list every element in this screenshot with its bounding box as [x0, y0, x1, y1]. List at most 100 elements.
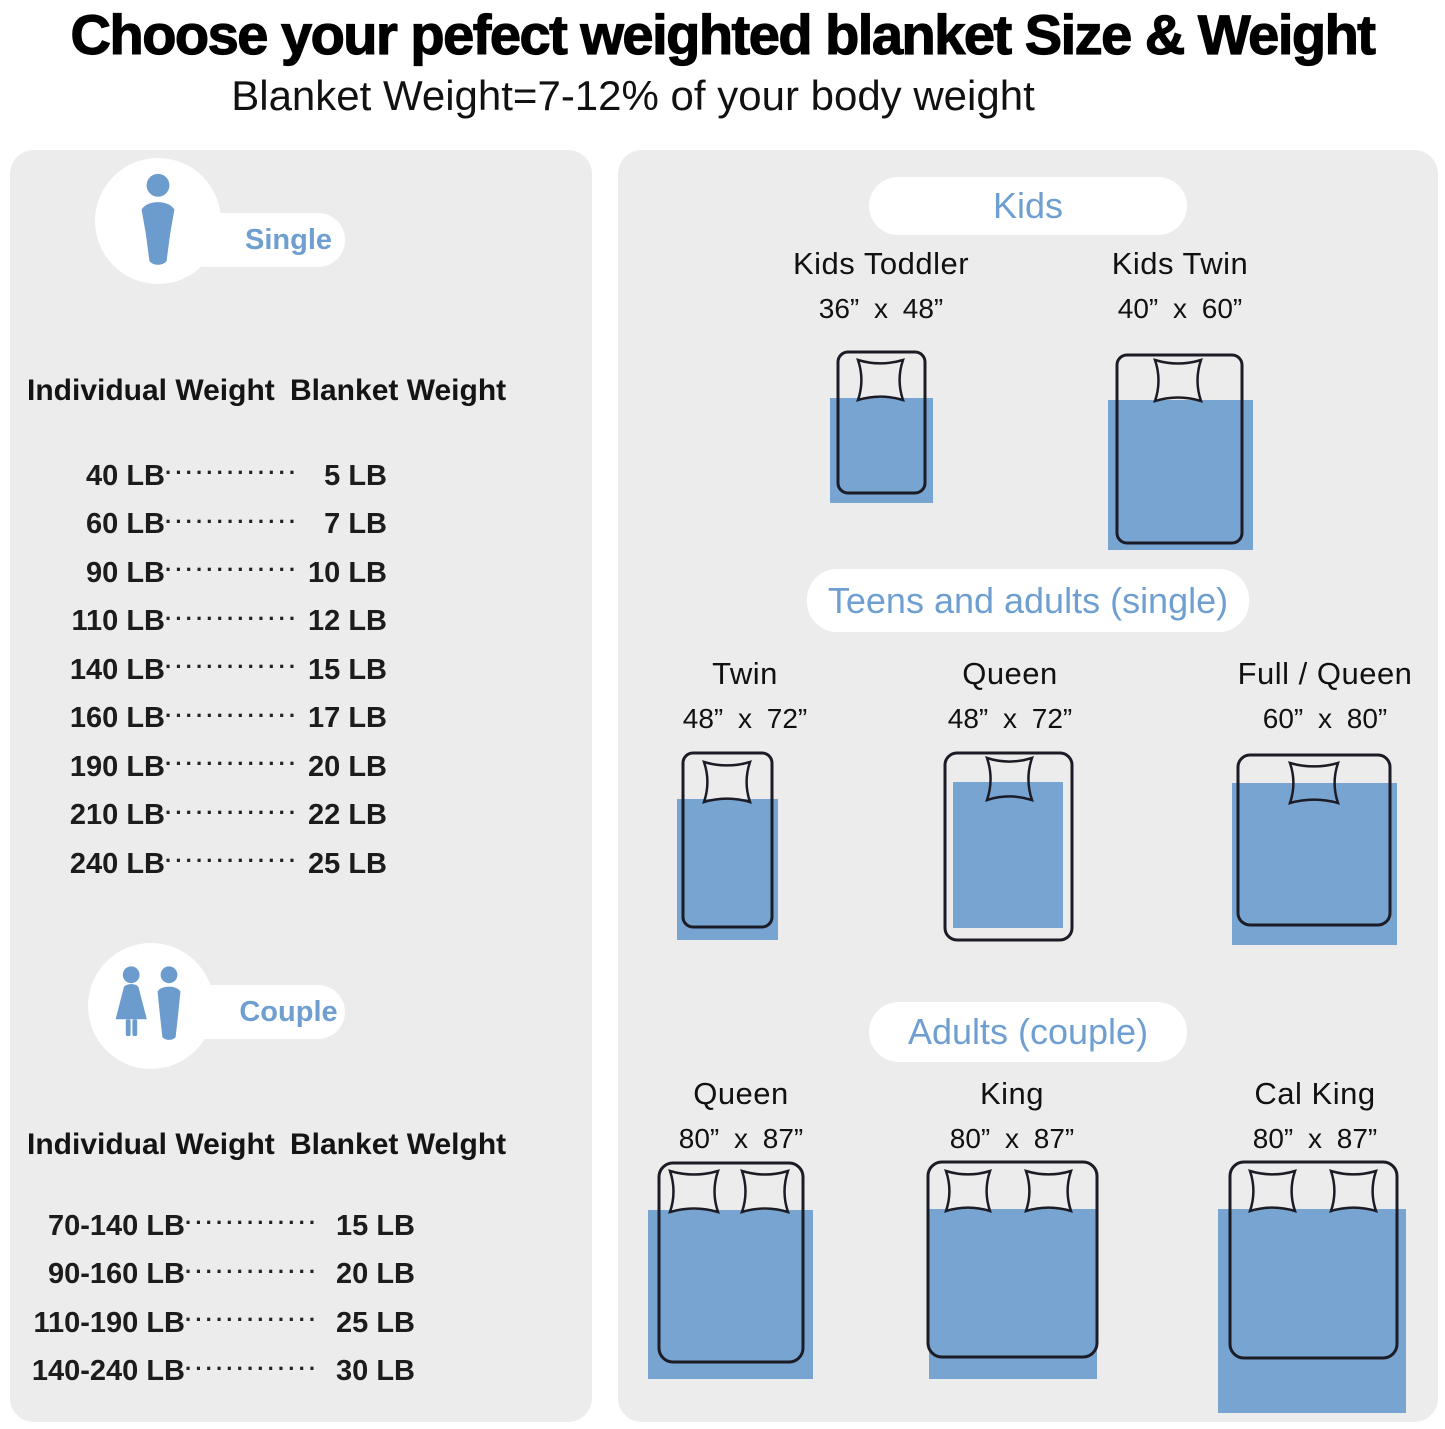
individual-weight-value: 140 LB — [69, 653, 165, 686]
blanket-weight-value: 10 LB — [308, 556, 387, 589]
blanket-weight-value: 5 LB — [324, 459, 387, 492]
individual-weight-value: 70-140 LB — [47, 1209, 185, 1242]
bed-illustration — [1218, 1160, 1406, 1413]
section-header-kids: Kids — [992, 185, 1064, 226]
pillow-icon — [1153, 358, 1203, 403]
table-row: 140 LB ············· 15 LB — [30, 646, 575, 695]
pillow-icon — [1248, 1169, 1297, 1213]
leader-dots: ············· — [185, 1307, 315, 1333]
individual-weight-value: 160 LB — [69, 702, 165, 735]
bed-illustration — [926, 1160, 1099, 1379]
blanket-weight-value: 20 LB — [308, 750, 387, 783]
blanket-weight-value: 22 LB — [308, 799, 387, 832]
couple-table-headers: Individual Weight Blanket Welght — [27, 1128, 575, 1162]
bed-diagram-twin — [675, 747, 784, 946]
single-person-badge — [95, 158, 221, 284]
bed-illustration — [648, 1161, 813, 1379]
leader-dots: ············· — [165, 460, 295, 486]
bed-label-cal-king: Cal King 80” x 87” — [1200, 1076, 1430, 1155]
bed-size: 80” x 87” — [678, 1123, 804, 1154]
section-pill-adults: Adults (couple) — [869, 1002, 1187, 1062]
individual-weight-value: 110-190 LB — [33, 1306, 185, 1339]
section-pill-kids: Kids — [869, 177, 1187, 235]
bed-diagram-cal-king — [1213, 1156, 1413, 1418]
individual-weight-value: 190 LB — [69, 750, 165, 783]
bed-illustration — [677, 751, 778, 940]
woman-leg — [125, 1019, 131, 1036]
blanket-overlay — [1108, 400, 1253, 550]
col-header-blanket-weight: Blanket Weight — [290, 374, 507, 407]
person-body — [141, 202, 175, 265]
man-body — [157, 986, 181, 1040]
couple-badge — [88, 943, 214, 1069]
leader-dots: ············· — [185, 1210, 315, 1236]
couple-label: Couple — [239, 995, 338, 1028]
table-row: 240 LB ············· 25 LB — [30, 840, 575, 889]
individual-weight-value: 240 LB — [69, 847, 165, 880]
individual-weight-value: 210 LB — [69, 799, 165, 832]
blanket-weight-value: 15 LB — [336, 1209, 415, 1242]
single-label: Single — [244, 223, 332, 256]
leader-dots: ············· — [165, 508, 295, 534]
blanket-overlay — [1232, 783, 1397, 945]
bed-label-kids-toddler: Kids Toddler 36” x 48” — [766, 246, 996, 325]
bed-diagram-kids-toddler — [824, 346, 939, 510]
woman-leg — [132, 1019, 138, 1036]
leader-dots: ············· — [165, 654, 295, 680]
individual-weight-value: 90 LB — [86, 556, 165, 589]
bed-diagram-kids-twin — [1102, 349, 1259, 556]
table-row: 110 LB ············· 12 LB — [30, 598, 575, 647]
bed-size-panel: Kids Kids Toddler 36” x 48” Kids Twin 40… — [618, 150, 1438, 1422]
individual-weight-value: 140-240 LB — [31, 1355, 185, 1388]
leader-dots: ············· — [165, 799, 295, 825]
weight-table-panel: Single Individual Weight Blanket Weight … — [10, 150, 592, 1422]
blanket-overlay — [1218, 1209, 1406, 1413]
col-header-individual-weight: Individual Weight — [27, 374, 275, 407]
blanket-overlay — [677, 799, 778, 940]
individual-weight-value: 40 LB — [86, 459, 165, 492]
bed-size: 80” x 87” — [1252, 1123, 1378, 1154]
couple-weight-table: 70-140 LB ············· 15 LB 90-160 LB ···… — [30, 1202, 575, 1396]
table-row: 110-190 LB ············· 25 LB — [30, 1299, 575, 1348]
blanket-overlay — [830, 398, 933, 503]
blanket-weight-value: 30 LB — [336, 1355, 415, 1388]
bed-label-queen-couple: Queen 80” x 87” — [626, 1076, 856, 1155]
table-row: 60 LB ············· 7 LB — [30, 501, 575, 550]
blanket-weight-value: 12 LB — [308, 605, 387, 638]
bed-frame — [943, 751, 1074, 942]
bed-frame — [657, 1161, 805, 1364]
bed-illustration — [1108, 353, 1253, 550]
col-header-individual-weight: Individual Weight — [27, 1128, 275, 1161]
table-row: 90 LB ············· 10 LB — [30, 549, 575, 598]
blanket-weight-value: 15 LB — [308, 653, 387, 686]
blanket-weight-value: 17 LB — [308, 702, 387, 735]
bed-label-twin: Twin 48” x 72” — [630, 656, 860, 735]
woman-head — [122, 966, 140, 984]
bed-frame — [681, 751, 774, 929]
leader-dots: ············· — [165, 848, 295, 874]
blanket-overlay — [953, 782, 1063, 928]
bed-frame — [1115, 353, 1244, 545]
man-head — [160, 966, 178, 984]
couple-icon — [115, 966, 181, 1040]
leader-dots: ············· — [165, 751, 295, 777]
bed-label-full-queen: Full / Queen 60” x 80” — [1210, 656, 1440, 735]
individual-weight-value: 90-160 LB — [47, 1258, 185, 1291]
bed-diagram-full-queen — [1226, 749, 1403, 951]
person-head — [146, 173, 170, 197]
bed-size: 48” x 72” — [682, 703, 808, 734]
individual-weight-value: 110 LB — [71, 605, 166, 638]
bed-label-king: King 80” x 87” — [897, 1076, 1127, 1155]
pillow-icon — [702, 760, 752, 804]
single-weight-table: 40 LB ············· 5 LB 60 LB ············… — [30, 452, 575, 889]
pillow-icon — [1024, 1169, 1073, 1213]
bed-size: 60” x 80” — [1262, 703, 1388, 734]
bed-size: 40” x 60” — [1117, 293, 1243, 324]
bed-name: Full / Queen — [1237, 656, 1413, 691]
bed-name: Kids Twin — [1111, 246, 1249, 281]
pillow-icon — [856, 358, 905, 402]
bed-name: Cal King — [1254, 1076, 1376, 1111]
table-row: 70-140 LB ············· 15 LB — [30, 1202, 575, 1251]
leader-dots: ············· — [165, 702, 295, 728]
pillow-icon — [668, 1169, 720, 1214]
